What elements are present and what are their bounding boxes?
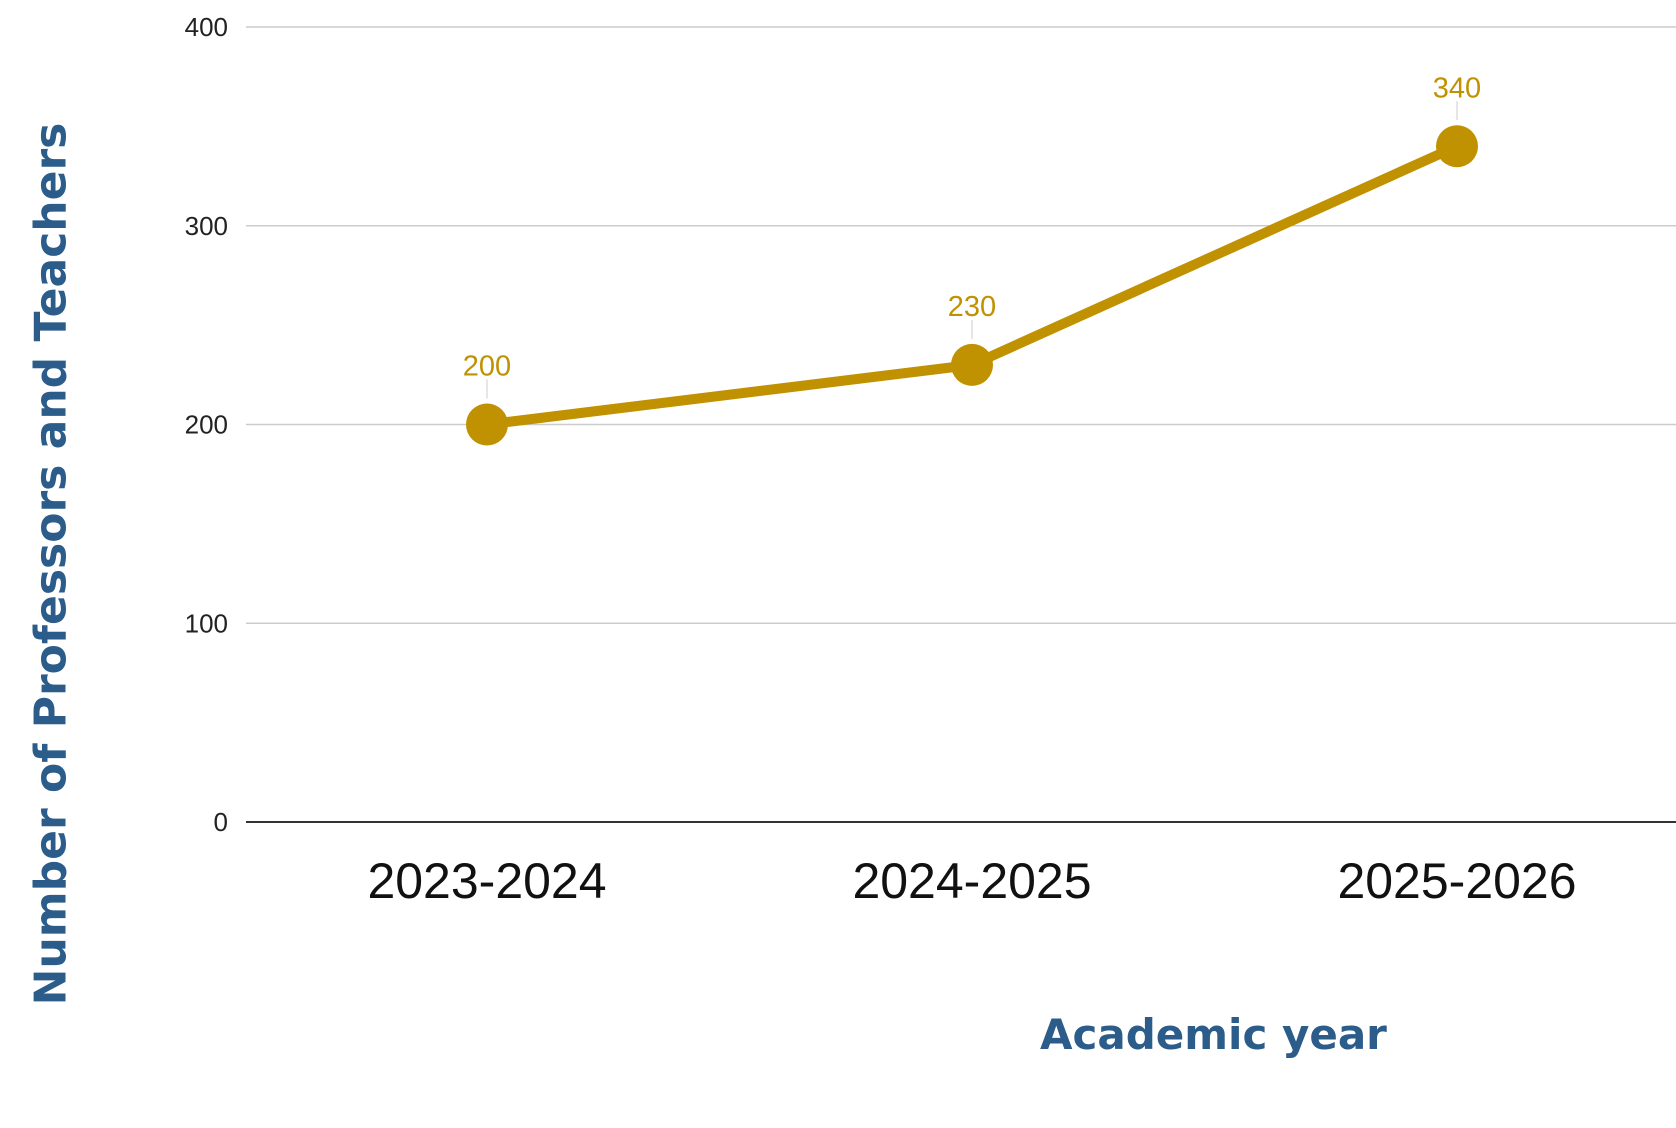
x-axis-ticks: 2023-2024 2024-2025 2025-2026 [367,853,1576,909]
x-axis-title: Academic year [1040,1010,1387,1059]
data-label: 340 [1433,72,1481,104]
data-label: 230 [948,291,996,323]
data-point [1436,125,1478,168]
y-tick-label: 300 [185,211,228,241]
x-tick-label: 2024-2025 [852,853,1091,909]
data-point [466,403,508,446]
y-tick-label: 0 [214,807,228,837]
y-tick-label: 200 [185,410,228,440]
y-axis-ticks: 0 100 200 300 400 [185,12,228,837]
y-axis-title: Number of Professors and Teachers [25,122,77,1006]
data-point [951,343,993,386]
y-axis-title-wrap: Number of Professors and Teachers [26,123,77,1006]
data-labels: 200 230 340 [463,72,1481,399]
data-points [466,125,1478,446]
data-label: 200 [463,351,511,383]
x-tick-label: 2025-2026 [1337,853,1576,909]
y-tick-label: 100 [185,608,228,638]
x-tick-label: 2023-2024 [367,853,606,909]
y-tick-label: 400 [185,12,228,42]
